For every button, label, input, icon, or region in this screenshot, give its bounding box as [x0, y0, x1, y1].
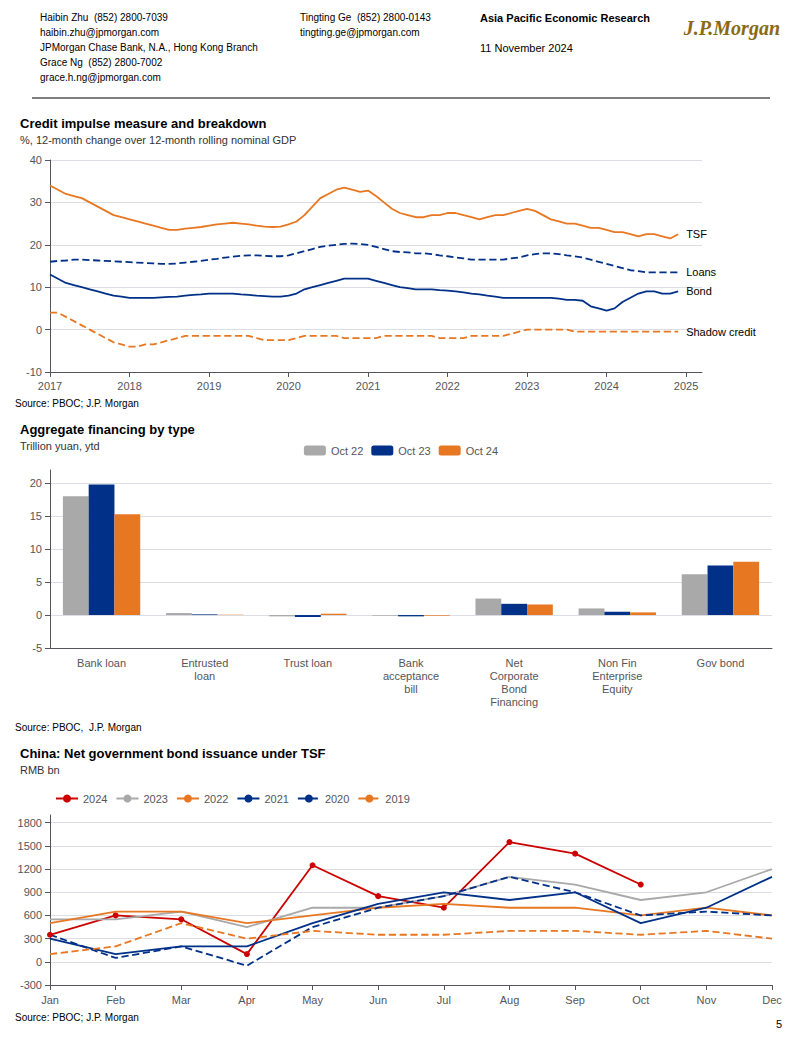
svg-text:Equity: Equity — [602, 683, 633, 695]
svg-text:Jul: Jul — [437, 994, 451, 1006]
svg-text:Shadow credit: Shadow credit — [686, 326, 756, 338]
svg-text:10: 10 — [30, 281, 42, 293]
svg-text:RMB bn: RMB bn — [20, 764, 60, 776]
svg-text:-10: -10 — [26, 366, 42, 378]
svg-text:Non Fin: Non Fin — [598, 657, 637, 669]
svg-text:Jan: Jan — [41, 994, 59, 1006]
svg-text:Nov: Nov — [697, 994, 717, 1006]
svg-text:-5: -5 — [32, 642, 42, 654]
svg-text:Oct: Oct — [632, 994, 649, 1006]
svg-text:Feb: Feb — [106, 994, 125, 1006]
svg-text:Aug: Aug — [500, 994, 520, 1006]
svg-text:Jun: Jun — [369, 994, 387, 1006]
svg-text:Loans: Loans — [686, 266, 716, 278]
svg-text:2022: 2022 — [204, 793, 228, 805]
svg-text:Haibin Zhu (852) 2800-7039: Haibin Zhu (852) 2800-7039 — [40, 12, 168, 23]
svg-text:11 November 2024: 11 November 2024 — [480, 42, 573, 54]
svg-text:-300: -300 — [20, 979, 42, 991]
svg-text:grace.h.ng@jpmorgan.com: grace.h.ng@jpmorgan.com — [40, 72, 161, 83]
svg-text:2023: 2023 — [143, 793, 167, 805]
svg-text:Entrusted: Entrusted — [181, 657, 228, 669]
svg-text:Grace Ng (852) 2800-7002: Grace Ng (852) 2800-7002 — [40, 57, 163, 68]
svg-text:Bank: Bank — [398, 657, 424, 669]
svg-text:2025: 2025 — [674, 380, 698, 392]
svg-text:acceptance: acceptance — [383, 670, 439, 682]
svg-text:Gov bond: Gov bond — [697, 657, 745, 669]
svg-text:2018: 2018 — [117, 380, 141, 392]
svg-text:Source: PBOC; J.P. Morgan: Source: PBOC; J.P. Morgan — [15, 1012, 139, 1023]
svg-text:Enterprise: Enterprise — [592, 670, 642, 682]
svg-text:600: 600 — [24, 909, 42, 921]
svg-text:2020: 2020 — [276, 380, 300, 392]
svg-text:Tingting Ge (852) 2800-0143: Tingting Ge (852) 2800-0143 — [300, 12, 431, 23]
svg-text:2024: 2024 — [83, 793, 107, 805]
svg-text:1500: 1500 — [18, 840, 42, 852]
svg-text:Financing: Financing — [490, 696, 538, 708]
svg-text:10: 10 — [30, 543, 42, 555]
svg-text:2017: 2017 — [38, 380, 62, 392]
svg-text:Net: Net — [506, 657, 523, 669]
svg-text:2024: 2024 — [594, 380, 618, 392]
svg-text:%, 12-month change over 12-mon: %, 12-month change over 12-month rolling… — [20, 134, 296, 146]
svg-text:Credit impulse measure and bre: Credit impulse measure and breakdown — [20, 116, 266, 131]
svg-text:J.P.Morgan: J.P.Morgan — [683, 17, 780, 40]
svg-text:JPMorgan Chase Bank, N.A., Hon: JPMorgan Chase Bank, N.A., Hong Kong Bra… — [40, 42, 258, 53]
svg-text:1800: 1800 — [18, 817, 42, 829]
svg-text:loan: loan — [194, 670, 215, 682]
svg-text:2023: 2023 — [515, 380, 539, 392]
svg-text:5: 5 — [776, 1018, 782, 1030]
svg-text:Bond: Bond — [686, 285, 712, 297]
svg-text:Source: PBOC, J.P. Morgan: Source: PBOC, J.P. Morgan — [15, 722, 142, 733]
svg-text:300: 300 — [24, 933, 42, 945]
svg-text:15: 15 — [30, 510, 42, 522]
svg-text:2020: 2020 — [325, 793, 349, 805]
svg-text:Apr: Apr — [238, 994, 255, 1006]
svg-text:2021: 2021 — [356, 380, 380, 392]
svg-text:Oct 23: Oct 23 — [398, 445, 430, 457]
svg-text:Source: PBOC; J.P. Morgan: Source: PBOC; J.P. Morgan — [15, 398, 139, 409]
svg-text:haibin.zhu@jpmorgan.com: haibin.zhu@jpmorgan.com — [40, 27, 159, 38]
svg-text:Sep: Sep — [565, 994, 585, 1006]
svg-text:tingting.ge@jpmorgan.com: tingting.ge@jpmorgan.com — [300, 27, 420, 38]
svg-text:0: 0 — [36, 956, 42, 968]
svg-text:Aggregate financing by type: Aggregate financing by type — [20, 422, 195, 437]
svg-text:Bank loan: Bank loan — [77, 657, 126, 669]
svg-text:20: 20 — [30, 477, 42, 489]
svg-text:2022: 2022 — [435, 380, 459, 392]
svg-text:Mar: Mar — [172, 994, 191, 1006]
svg-text:Oct 24: Oct 24 — [466, 445, 498, 457]
svg-text:20: 20 — [30, 239, 42, 251]
svg-text:Asia Pacific Economic Research: Asia Pacific Economic Research — [480, 12, 650, 24]
svg-text:2021: 2021 — [264, 793, 288, 805]
svg-text:TSF: TSF — [686, 228, 707, 240]
svg-text:Oct 22: Oct 22 — [331, 445, 363, 457]
svg-text:May: May — [302, 994, 323, 1006]
svg-text:Dec: Dec — [762, 994, 782, 1006]
svg-text:China: Net government bond iss: China: Net government bond issuance unde… — [20, 746, 326, 761]
svg-text:Trust loan: Trust loan — [284, 657, 333, 669]
svg-text:2019: 2019 — [385, 793, 409, 805]
svg-text:2019: 2019 — [197, 380, 221, 392]
svg-text:Bond: Bond — [501, 683, 527, 695]
svg-text:Trillion yuan, ytd: Trillion yuan, ytd — [20, 440, 100, 452]
svg-text:900: 900 — [24, 886, 42, 898]
svg-text:Corporate: Corporate — [490, 670, 539, 682]
svg-text:40: 40 — [30, 154, 42, 166]
svg-text:bill: bill — [404, 683, 417, 695]
svg-text:30: 30 — [30, 196, 42, 208]
svg-text:1200: 1200 — [18, 863, 42, 875]
svg-text:5: 5 — [36, 576, 42, 588]
svg-text:0: 0 — [36, 609, 42, 621]
svg-text:0: 0 — [36, 324, 42, 336]
